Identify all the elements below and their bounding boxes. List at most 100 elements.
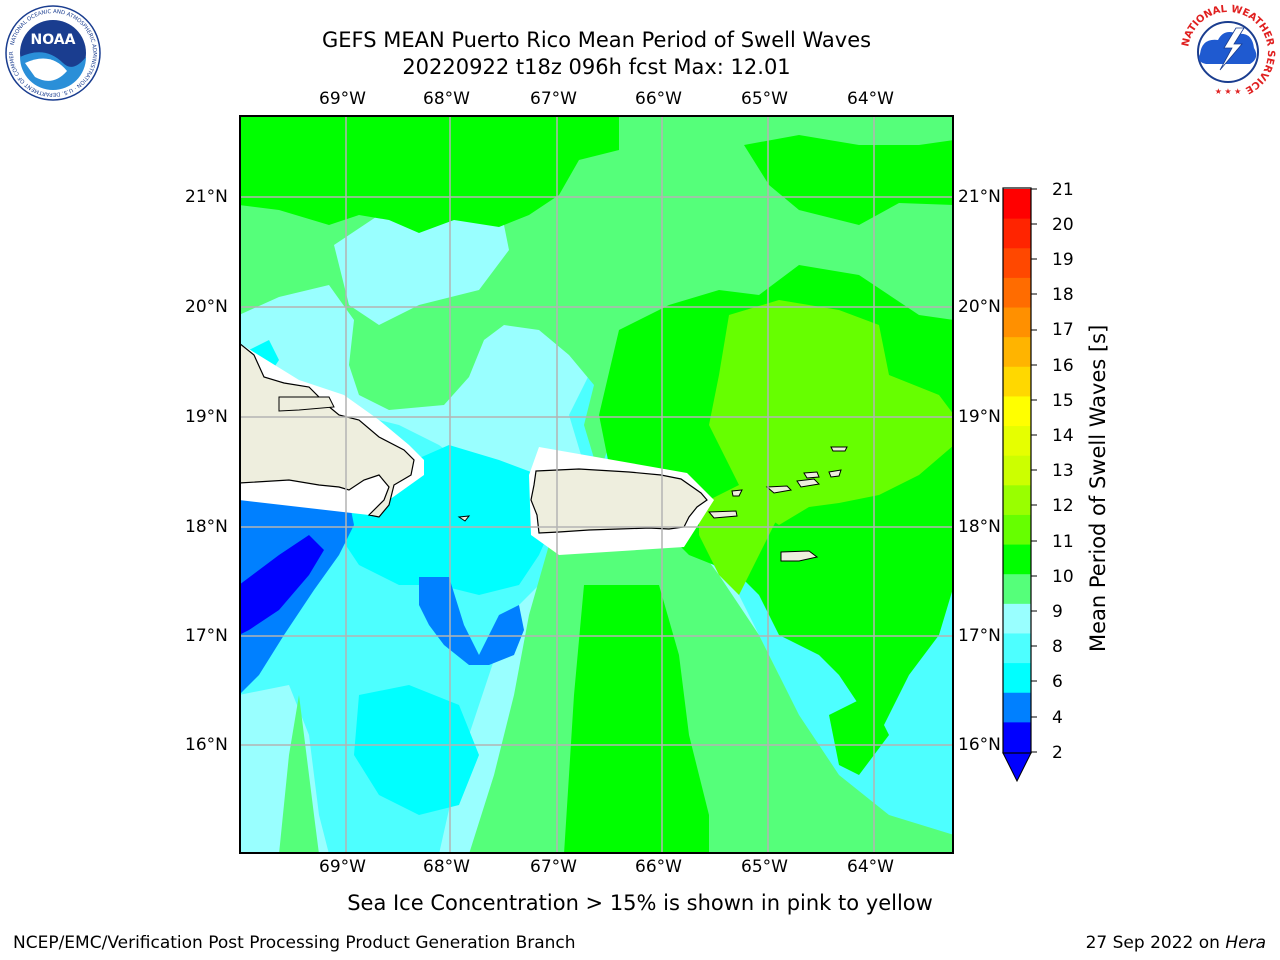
colorbar-label: 6	[1052, 672, 1063, 692]
lon-tick-bottom: 67°W	[530, 857, 577, 877]
lat-tick-left: 20°N	[185, 297, 228, 317]
land-culebra	[731, 489, 743, 497]
colorbar-label: 12	[1052, 496, 1074, 516]
colorbar-segments	[1003, 189, 1031, 753]
noaa-logo-text: NOAA	[31, 32, 76, 48]
colorbar-label: 19	[1052, 250, 1074, 270]
colorbar-label: 14	[1052, 426, 1074, 446]
lat-tick-right: 21°N	[958, 187, 1001, 207]
colorbar	[1002, 187, 1037, 783]
colorbar-label: 8	[1052, 637, 1063, 657]
footer-timestamp: 27 Sep 2022 on Hera	[1086, 933, 1266, 953]
colorbar-label: 2	[1052, 743, 1063, 763]
land-anegada	[830, 446, 848, 452]
footer-date: 27 Sep 2022 on	[1085, 933, 1226, 953]
lon-tick-top: 67°W	[530, 89, 577, 109]
colorbar-segment	[1003, 514, 1031, 546]
contour-4-6-south	[354, 685, 479, 815]
colorbar-segment	[1003, 189, 1031, 220]
chart-title: GEFS MEAN Puerto Rico Mean Period of Swe…	[321, 28, 872, 52]
chart-subtitle: 20220922 t18z 096h fcst Max: 12.01	[402, 55, 791, 79]
lon-tick-bottom: 65°W	[741, 857, 788, 877]
land-hispaniola	[239, 342, 415, 518]
colorbar-segment	[1003, 366, 1031, 398]
lat-tick-right: 20°N	[958, 297, 1001, 317]
colorbar-segment	[1003, 337, 1031, 368]
lat-tick-right: 19°N	[958, 407, 1001, 427]
land-vieques	[707, 510, 738, 519]
lon-tick-bottom: 64°W	[847, 857, 894, 877]
colorbar-segment	[1003, 396, 1031, 427]
colorbar-segment	[1003, 722, 1031, 753]
colorbar-segment	[1003, 574, 1031, 605]
land-puerto-rico	[530, 468, 708, 534]
colorbar-label: 17	[1052, 320, 1074, 340]
contour-10-11-ne	[744, 135, 954, 225]
colorbar-segment	[1003, 544, 1031, 575]
colorbar-label: 9	[1052, 602, 1063, 622]
footer-credit: NCEP/EMC/Verification Post Processing Pr…	[13, 933, 576, 953]
lat-tick-right: 18°N	[958, 517, 1001, 537]
colorbar-label: 21	[1052, 180, 1074, 200]
land-st-croix	[780, 550, 819, 562]
colorbar-segment	[1003, 248, 1031, 279]
lon-tick-bottom: 66°W	[635, 857, 682, 877]
lat-tick-left: 17°N	[185, 626, 228, 646]
colorbar-segment	[1003, 277, 1031, 309]
lat-tick-left: 19°N	[185, 407, 228, 427]
lon-tick-top: 66°W	[635, 89, 682, 109]
lon-tick-top: 64°W	[847, 89, 894, 109]
lat-tick-left: 21°N	[185, 187, 228, 207]
lon-tick-bottom: 68°W	[423, 857, 470, 877]
land-tortuga	[278, 396, 335, 412]
noaa-logo: NATIONAL OCEANIC AND ATMOSPHERIC ADMINIS…	[5, 5, 101, 101]
contour-9-10-sw	[279, 695, 319, 854]
colorbar-label: 15	[1052, 391, 1074, 411]
land-st-thomas	[765, 485, 793, 494]
lat-tick-right: 16°N	[958, 735, 1001, 755]
colorbar-segment	[1003, 663, 1031, 694]
colorbar-label: 4	[1052, 708, 1063, 728]
colorbar-label: 10	[1052, 567, 1074, 587]
colorbar-segment	[1003, 426, 1031, 457]
contour-10-11-south	[564, 585, 709, 854]
sea-ice-note: Sea Ice Concentration > 15% is shown in …	[347, 891, 933, 915]
colorbar-segment	[1003, 633, 1031, 664]
map-frame	[239, 115, 954, 854]
colorbar-label: 13	[1052, 461, 1074, 481]
contour-8-9-west	[334, 200, 509, 325]
colorbar-segment	[1003, 485, 1031, 516]
lon-tick-top: 65°W	[741, 89, 788, 109]
colorbar-label: 11	[1052, 532, 1074, 552]
colorbar-ticks	[1031, 188, 1037, 753]
land-tortola	[803, 471, 820, 479]
map-plot	[239, 115, 954, 854]
colorbar-label: 16	[1052, 356, 1074, 376]
svg-text:★ ★ ★: ★ ★ ★	[1215, 87, 1242, 96]
lat-tick-left: 18°N	[185, 517, 228, 537]
colorbar-segment	[1003, 307, 1031, 338]
lon-tick-bottom: 69°W	[319, 857, 366, 877]
lat-tick-left: 16°N	[185, 735, 228, 755]
contour-11-12-east	[709, 300, 954, 525]
nws-logo: NATIONAL WEATHER SERVICE ★ ★ ★	[1180, 4, 1276, 100]
colorbar-label: 18	[1052, 285, 1074, 305]
land-st-john	[796, 478, 821, 488]
land-virgin-gorda	[828, 469, 842, 478]
colorbar-label: 20	[1052, 215, 1074, 235]
colorbar-segment	[1003, 455, 1031, 486]
footer-host: Hera	[1225, 933, 1266, 953]
colorbar-title: Mean Period of Swell Waves [s]	[1086, 324, 1110, 652]
contour-2-4-west	[239, 500, 354, 695]
lon-tick-top: 68°W	[423, 89, 470, 109]
colorbar-segment	[1003, 218, 1031, 249]
contour-10-11-nw	[239, 115, 619, 233]
lon-tick-top: 69°W	[319, 89, 366, 109]
colorbar-segment	[1003, 692, 1031, 723]
lat-tick-right: 17°N	[958, 626, 1001, 646]
land-mona	[457, 515, 471, 522]
contour-under-2	[239, 535, 324, 635]
colorbar-under-arrow	[1002, 752, 1032, 783]
colorbar-segment	[1003, 603, 1031, 635]
graticule	[239, 115, 954, 854]
